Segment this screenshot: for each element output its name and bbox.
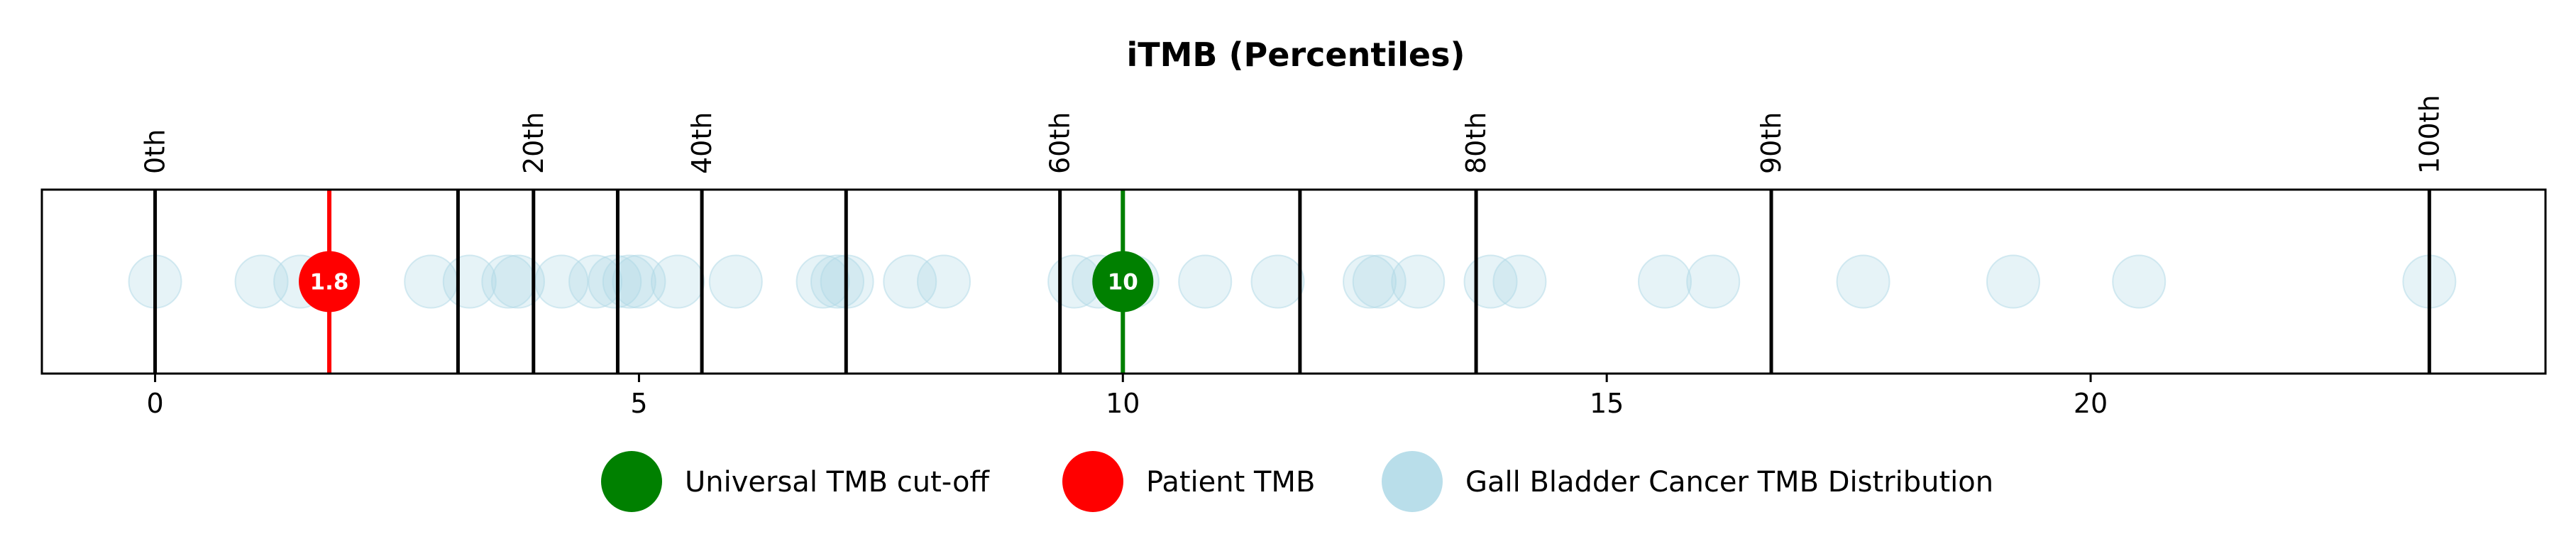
legend-label: Universal TMB cut-off: [685, 466, 990, 499]
x-tick-label: 15: [1590, 388, 1624, 419]
distribution-point: [234, 254, 289, 309]
percentile-label: 100th: [2413, 94, 2445, 174]
distribution-point: [917, 254, 971, 309]
distribution-point: [568, 254, 623, 309]
distribution-point: [1352, 254, 1407, 309]
distribution-point: [1986, 254, 2040, 309]
legend-swatch: [1382, 451, 1443, 512]
plot-frame: [40, 188, 2547, 375]
x-axis: 0 5 10 15 20: [146, 374, 2108, 419]
percentile-label: 40th: [686, 112, 717, 174]
distribution-point: [650, 254, 705, 309]
legend-swatch: [601, 451, 662, 512]
distribution-point: [534, 254, 589, 309]
distribution-point: [1250, 254, 1305, 309]
distribution-point: [1391, 254, 1446, 309]
percentile-label: 80th: [1460, 112, 1492, 174]
marker-value-label: 10: [1108, 270, 1138, 295]
distribution-point: [1836, 254, 1890, 309]
percentile-label: 60th: [1045, 112, 1076, 174]
distribution-layer: [128, 254, 2457, 309]
distribution-point: [612, 254, 666, 309]
distribution-point: [1492, 254, 1547, 309]
distribution-point: [490, 254, 545, 309]
legend-swatch: [1062, 451, 1123, 512]
distribution-point: [2112, 254, 2167, 309]
percentile-label: 90th: [1756, 112, 1787, 174]
marker-point: [1092, 251, 1154, 312]
legend: Universal TMB cut-off Patient TMB Gall Bla…: [601, 451, 1993, 512]
distribution-point: [883, 254, 937, 309]
percentile-label: 20th: [518, 112, 549, 174]
distribution-point: [708, 254, 763, 309]
x-tick-label: 5: [630, 388, 647, 419]
distribution-point: [588, 254, 642, 309]
percentile-lines-layer: [153, 190, 2431, 374]
highlight-layer: 1.8 10: [299, 190, 1154, 374]
distribution-point: [796, 254, 850, 309]
chart-title: iTMB (Percentiles): [1127, 36, 1465, 74]
legend-label: Patient TMB: [1146, 466, 1315, 499]
legend-label: Gall Bladder Cancer TMB Distribution: [1465, 466, 1993, 499]
distribution-point: [1686, 254, 1741, 309]
x-tick-label: 0: [146, 388, 163, 419]
marker-value-label: 1.8: [310, 270, 349, 295]
x-tick-label: 20: [2074, 388, 2108, 419]
x-tick-label: 10: [1106, 388, 1140, 419]
distribution-point: [1178, 254, 1233, 309]
marker-point: [299, 251, 360, 312]
percentile-labels-layer: 0th 20th 40th 60th 80th 90th 100th: [140, 94, 2445, 174]
distribution-point: [1637, 254, 1692, 309]
percentile-label: 0th: [140, 129, 171, 174]
